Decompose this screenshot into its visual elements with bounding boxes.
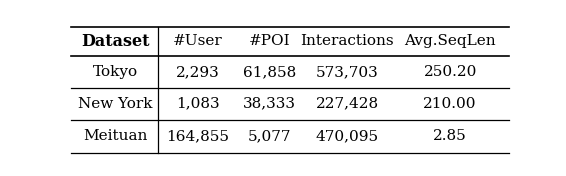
Text: 470,095: 470,095	[315, 129, 379, 143]
Text: 227,428: 227,428	[315, 97, 379, 111]
Text: Meituan: Meituan	[84, 129, 148, 143]
Text: Interactions: Interactions	[301, 34, 394, 48]
Text: Avg.SeqLen: Avg.SeqLen	[404, 34, 496, 48]
Text: Dataset: Dataset	[82, 33, 150, 50]
Text: #POI: #POI	[248, 34, 290, 48]
Text: 61,858: 61,858	[243, 65, 296, 79]
Text: 1,083: 1,083	[176, 97, 220, 111]
Text: 164,855: 164,855	[166, 129, 229, 143]
Text: #User: #User	[173, 34, 223, 48]
Text: 250.20: 250.20	[423, 65, 477, 79]
Text: 2.85: 2.85	[434, 129, 467, 143]
Text: 573,703: 573,703	[316, 65, 379, 79]
Text: 210.00: 210.00	[423, 97, 477, 111]
Text: New York: New York	[79, 97, 153, 111]
Text: 2,293: 2,293	[176, 65, 220, 79]
Text: Tokyo: Tokyo	[93, 65, 138, 79]
Text: 38,333: 38,333	[243, 97, 296, 111]
Text: 5,077: 5,077	[247, 129, 291, 143]
